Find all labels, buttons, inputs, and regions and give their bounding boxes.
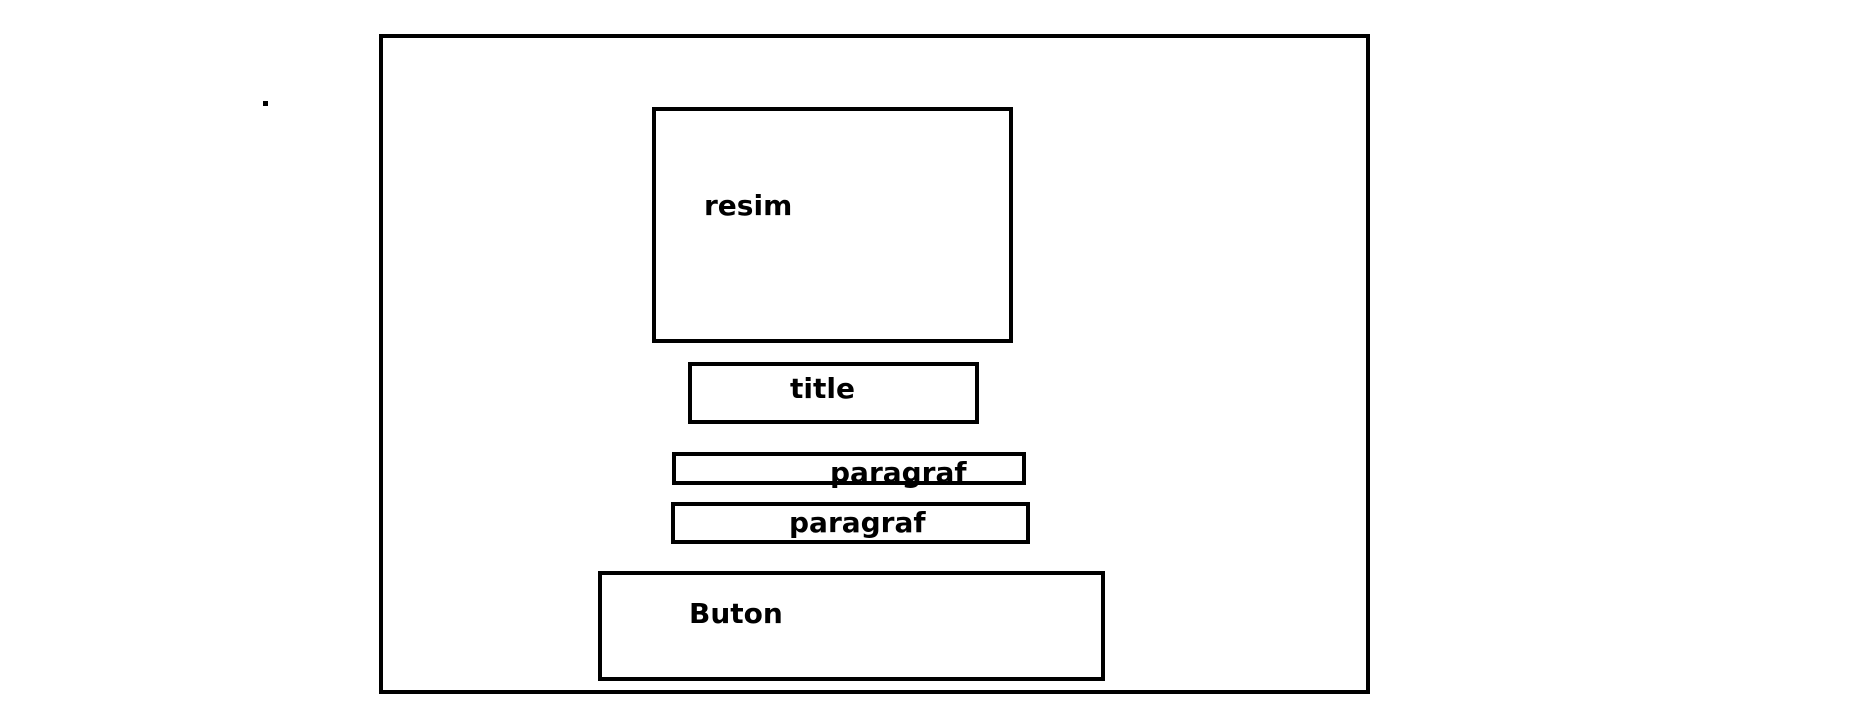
title-placeholder-box	[688, 362, 979, 424]
image-placeholder-box	[652, 107, 1013, 343]
paragraph-1-placeholder-box	[672, 452, 1026, 485]
paragraph-1-placeholder-label: paragraf	[830, 456, 967, 489]
button-placeholder-label: Buton	[689, 597, 783, 630]
stray-dot-left	[263, 101, 268, 106]
paragraph-2-placeholder-box	[671, 502, 1030, 544]
image-placeholder-label: resim	[704, 189, 793, 222]
paragraph-2-placeholder-label: paragraf	[789, 506, 926, 539]
button-placeholder-box[interactable]	[598, 571, 1105, 681]
title-placeholder-label: title	[790, 372, 855, 405]
